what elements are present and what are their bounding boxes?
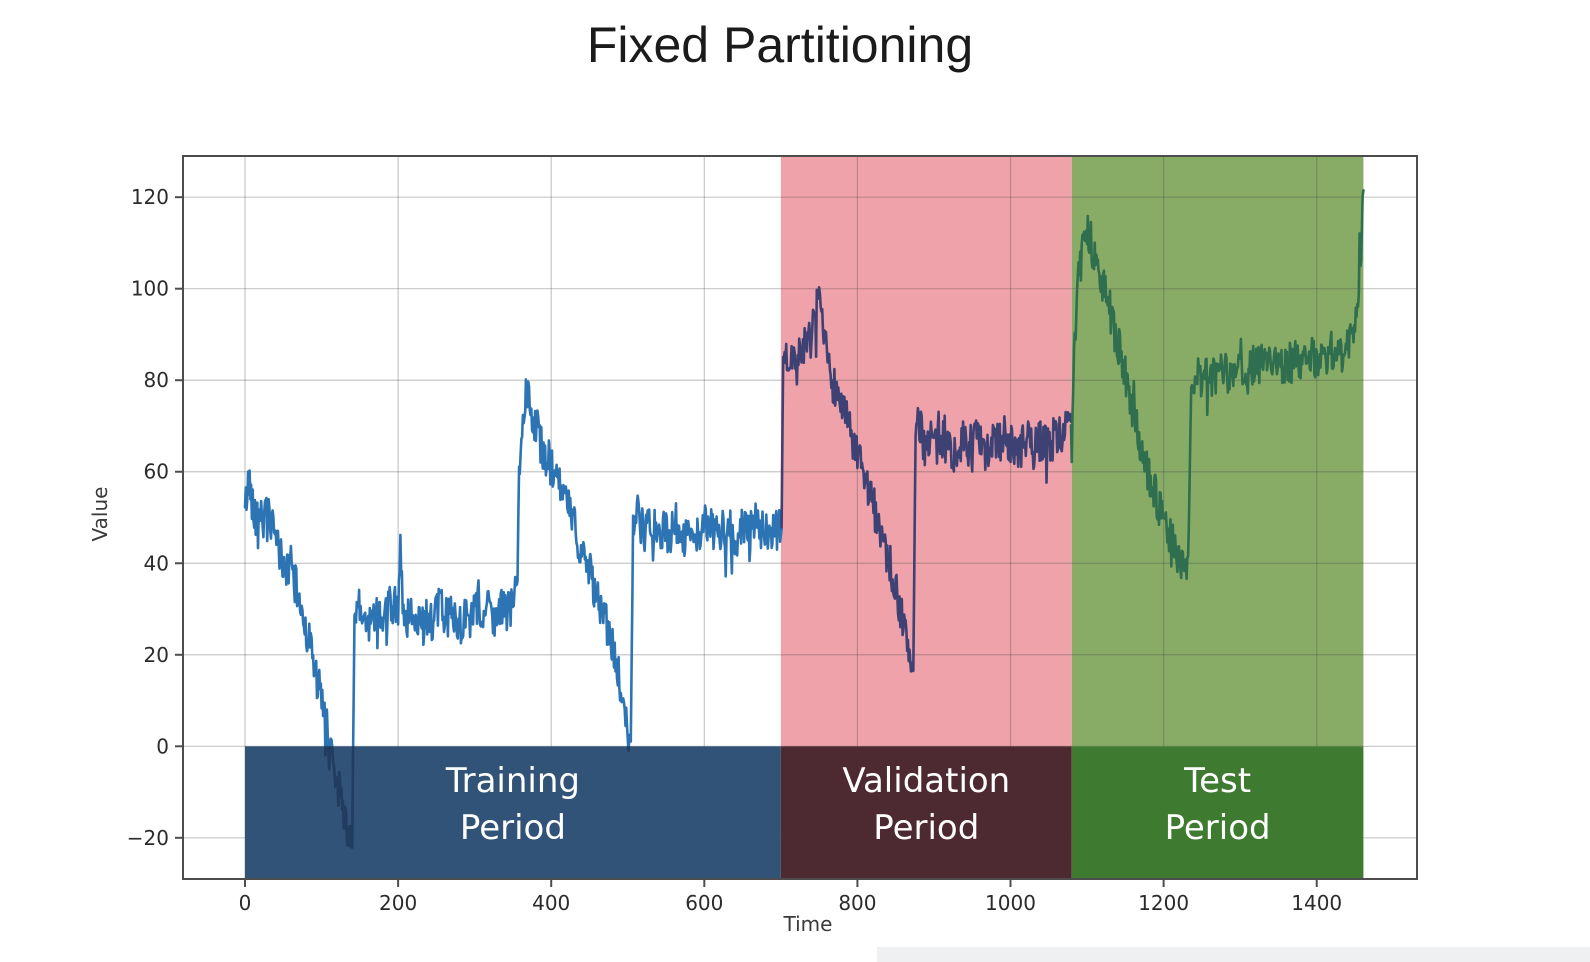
x-tick-label: 0 [239,891,252,915]
y-tick-label: 120 [131,185,169,209]
validation_segment-line [780,286,1073,673]
training-period-label-line2: Period [459,808,566,848]
x-tick-label: 600 [685,891,723,915]
test-span [1071,156,1364,747]
y-tick-label: 100 [131,277,169,301]
x-tick-label: 1200 [1138,891,1189,915]
test-period-label-line2: Period [1164,808,1271,848]
x-tick-label: 800 [838,891,876,915]
validation-period-label-line2: Period [873,808,980,848]
chart-title: Fixed Partitioning [586,17,974,73]
y-tick-label: −20 [127,826,169,850]
test-period-label: Test Period [1165,758,1271,852]
y-tick-label: 0 [156,734,169,758]
x-tick-label: 200 [379,891,417,915]
training-period-label: Training Period [446,758,580,852]
test-period-label-line1: Test [1184,761,1252,801]
x-axis-label: Time [783,912,833,936]
test_segment-line [1069,189,1365,581]
y-tick-label: 80 [144,368,169,392]
y-tick-label: 40 [144,551,169,575]
y-axis-label: Value [88,486,112,542]
x-tick-label: 1400 [1291,891,1342,915]
validation-label-band [780,746,1072,879]
test-label-band [1071,746,1364,879]
training-period-label-line1: Training [445,761,581,801]
axes-border [182,155,1418,880]
y-tick-label: 60 [144,460,169,484]
x-tick-label: 1000 [985,891,1036,915]
validation-period-label: Validation Period [842,758,1010,852]
bottom-edge-strip [877,947,1590,962]
y-tick-label: 20 [144,643,169,667]
x-tick-label: 400 [532,891,570,915]
training-dip-overlay [323,746,631,849]
validation-period-label-line1: Validation [842,761,1011,801]
